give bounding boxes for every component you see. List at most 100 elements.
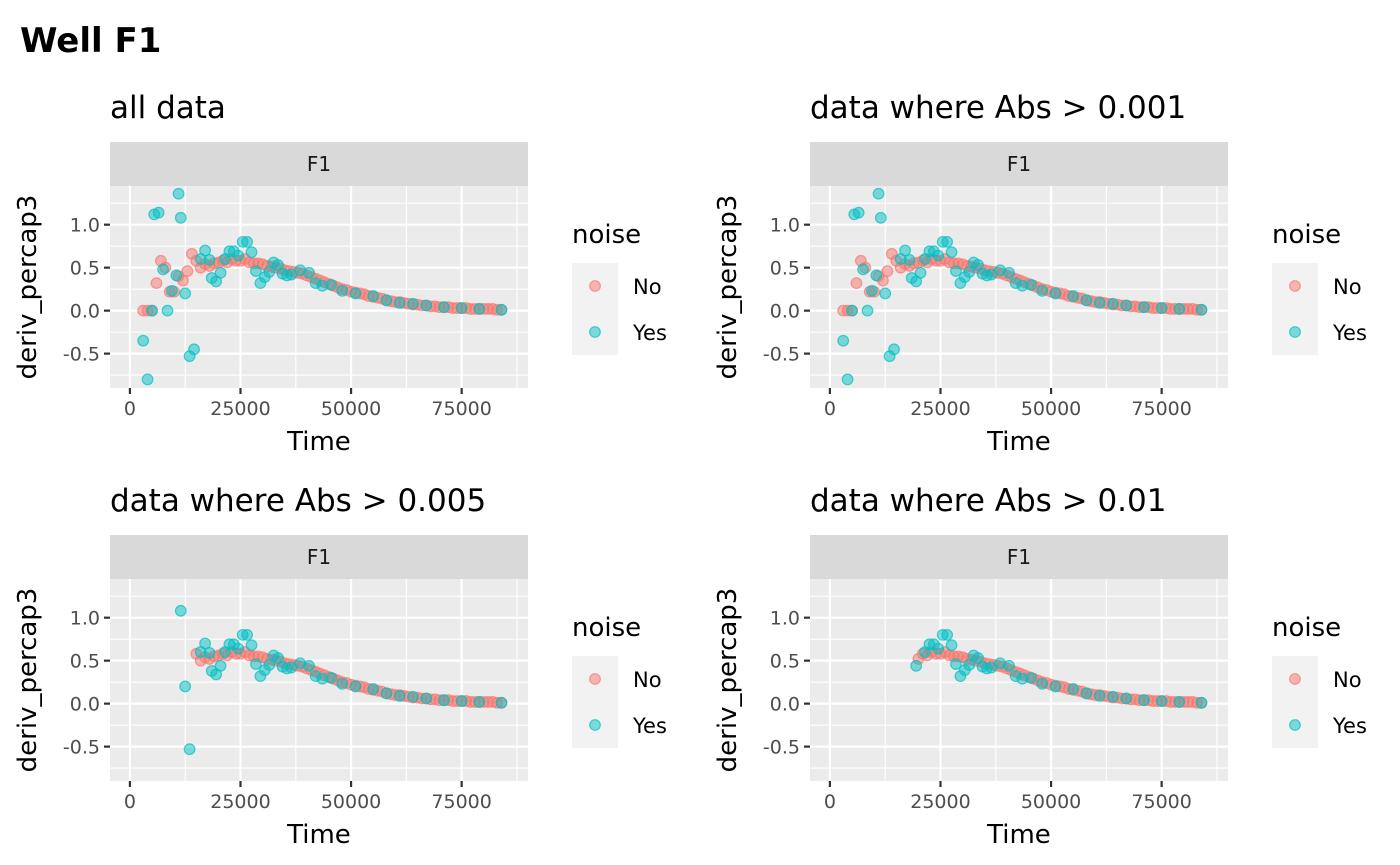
legend-swatch-yes [589,719,601,731]
y-tick-label: 0.5 [70,258,100,280]
axes: 0 25000 50000 75000 -0.5 0.0 0.5 1.0 Time deriv_p… [13,195,492,457]
facet-strip [110,142,528,186]
legend-title: noise [572,220,641,250]
point-yes [170,269,183,282]
point-yes [963,659,976,671]
point-yes [336,284,349,297]
point-yes [1049,680,1062,693]
point-yes [473,303,486,315]
point-yes [380,687,393,700]
point-yes [950,658,962,670]
point-yes [455,302,468,314]
point-yes [846,304,858,317]
main-title: Well F1 [20,21,161,61]
point-yes [1155,302,1168,314]
legend-swatch-no [1289,673,1301,685]
point-yes [1003,659,1015,672]
point-yes [172,187,185,200]
point-yes [950,265,962,278]
panel-title: data where Abs > 0.01 [810,483,1167,519]
y-tick-label: 0.0 [770,694,800,716]
x-tick-label: 50000 [1021,791,1081,813]
y-tick-label: 0.5 [70,651,100,673]
point-yes [188,343,200,356]
legend-swatch-yes [1289,326,1301,338]
point-yes [879,287,892,300]
legend-label: No [1333,275,1362,299]
y-tick-label: 0.0 [70,301,100,323]
legend-title: noise [1272,220,1341,250]
point-yes [870,269,883,282]
legend-label: No [633,275,662,299]
panel-title: data where Abs > 0.005 [110,483,486,519]
point-yes [866,284,878,297]
point-yes [250,658,262,670]
point-yes [174,211,187,224]
point-yes [146,304,158,317]
panel-1: all data F1 0 25000 50000 75000 -0.5 0.0 0.5 1.0 T… [13,90,667,457]
data-points [174,604,508,756]
x-tick-label: 25000 [910,398,970,420]
point-yes [325,278,338,291]
point-yes [157,263,169,276]
legend-label: Yes [1332,321,1367,345]
point-yes [199,637,212,650]
point-yes [141,373,154,386]
point-yes [420,692,433,705]
point-yes [438,694,450,707]
x-tick-label: 75000 [1131,791,1191,813]
point-yes [1036,677,1049,690]
point-yes [179,287,192,300]
point-yes [161,304,174,317]
y-tick-label: 0.5 [770,651,800,673]
y-tick-label: 0.0 [70,694,100,716]
point-yes [152,206,165,219]
y-tick-label: 1.0 [770,608,800,630]
point-yes [1173,303,1186,315]
panel-3: data where Abs > 0.005 F1 0 25000 50000 75000… [13,483,667,850]
legend-label: Yes [632,321,667,345]
point-yes [1093,297,1106,309]
point-yes [232,249,245,262]
point-yes [1093,690,1106,702]
point-yes [874,211,887,224]
point-yes [945,639,958,652]
facet-strip [110,535,528,579]
x-tick-label: 50000 [1021,398,1081,420]
facet-label: F1 [307,545,331,569]
facet-label: F1 [307,152,331,176]
data-points [837,187,1208,386]
x-tick-label: 25000 [210,398,270,420]
y-tick-label: -0.5 [63,737,100,759]
point-yes [945,246,958,259]
y-tick-label: 0.0 [770,301,800,323]
point-yes [325,671,338,684]
axes: 0 25000 50000 75000 -0.5 0.0 0.5 1.0 Time deriv_p… [713,195,1192,457]
legend-swatch-yes [1289,719,1301,731]
point-yes [1138,301,1150,314]
legend-label: No [1333,668,1362,692]
point-yes [245,246,258,259]
x-tick-label: 75000 [431,791,491,813]
axes: 0 25000 50000 75000 -0.5 0.0 0.5 1.0 Time deriv_p… [13,588,492,850]
point-yes [393,297,406,309]
point-yes [263,266,276,278]
legend-label: No [633,668,662,692]
point-yes [1173,696,1186,708]
point-yes [232,642,245,655]
x-tick-label: 0 [824,791,836,813]
x-tick-label: 50000 [321,791,381,813]
point-yes [910,659,923,672]
point-yes [1049,287,1062,300]
legend-swatch-no [589,280,601,292]
legend-swatch-no [589,673,601,685]
x-tick-label: 0 [124,791,136,813]
point-yes [852,206,865,219]
point-yes [1120,299,1133,312]
point-yes [932,642,945,655]
point-yes [495,696,508,709]
point-no [150,277,163,290]
point-yes [1138,694,1150,707]
point-yes [837,334,850,347]
legend: noise No Yes [1272,613,1367,748]
